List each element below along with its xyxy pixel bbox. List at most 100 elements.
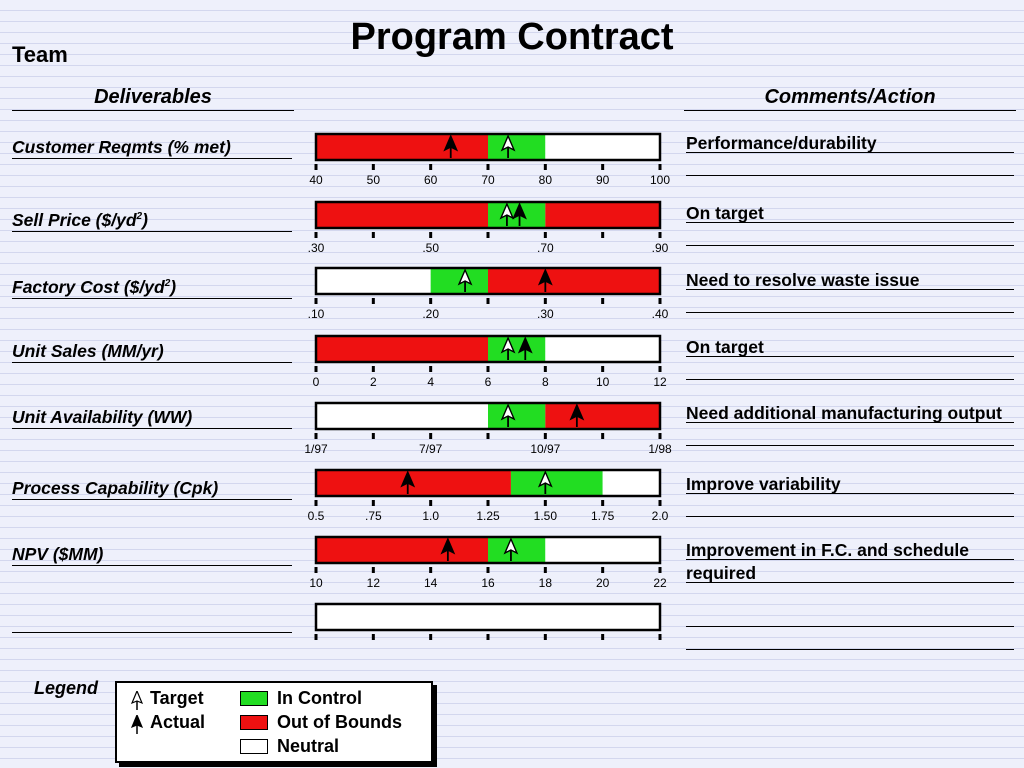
actual-arrow-icon (400, 470, 416, 494)
tick-label: 22 (653, 576, 667, 590)
tick-label: 90 (596, 173, 610, 187)
segment-in-control (488, 336, 546, 362)
comment-rule (686, 582, 1014, 583)
segment-out-of-bounds (545, 403, 660, 429)
comment-text: Performance/durability (686, 133, 877, 153)
comment-rule (686, 559, 1014, 560)
comment-rule (686, 626, 1014, 627)
segment-in-control (510, 470, 603, 496)
tick-label: 7/97 (419, 442, 443, 456)
target-arrow-icon (500, 336, 516, 360)
comment-rule (686, 445, 1014, 446)
legend-neutral: Neutral (277, 736, 340, 756)
comment-rule (686, 379, 1014, 380)
actual-arrow-icon (537, 268, 553, 292)
in-control-swatch (240, 691, 268, 706)
tick-label: .70 (537, 241, 554, 255)
legend: Target Actual In Control Out of Bounds N… (115, 681, 433, 763)
comment-rule (686, 422, 1014, 423)
comment-text: Need to resolve waste issue (686, 270, 920, 290)
tick-label: 12 (367, 576, 381, 590)
comment-rule (686, 175, 1014, 176)
actual-arrow-icon (440, 537, 456, 561)
tick-label: 50 (367, 173, 381, 187)
gauge-frame (314, 334, 662, 364)
tick-label: .20 (422, 307, 439, 321)
segment-out-of-bounds (488, 268, 660, 294)
target-arrow-icon (500, 403, 516, 427)
segment-neutral (316, 604, 660, 630)
target-arrow-icon (457, 268, 473, 292)
gauge-frame (314, 535, 662, 565)
legend-out-of-bounds: Out of Bounds (277, 712, 402, 732)
comment-rule (686, 516, 1014, 517)
tick-label: 10 (309, 576, 323, 590)
tick-label: 1/97 (304, 442, 328, 456)
gauge-row: 40 50 60 70 80 90 100 (309, 132, 670, 187)
neutral-swatch (240, 739, 268, 754)
tick-label: 16 (481, 576, 495, 590)
tick-label: 70 (481, 173, 495, 187)
tick-label: .90 (652, 241, 669, 255)
segment-neutral (602, 470, 660, 496)
tick-label: 1.0 (422, 509, 439, 523)
actual-arrow-icon (512, 202, 527, 226)
segment-out-of-bounds (316, 336, 488, 362)
gauge-frame (314, 200, 662, 230)
target-arrow-icon (499, 202, 515, 226)
tick-label: 2 (370, 375, 377, 389)
tick-label: .40 (652, 307, 669, 321)
segment-out-of-bounds (316, 537, 488, 563)
gauge-row: 0 2 4 6 8 10 12 (313, 334, 667, 389)
target-arrow-icon (131, 691, 143, 710)
gauge-row: 10 12 14 16 18 20 22 (309, 535, 667, 590)
tick-label: 18 (539, 576, 553, 590)
deliverable-label: Unit Availability (WW) (12, 406, 292, 429)
tick-label: .30 (308, 241, 325, 255)
tick-label: 1.50 (534, 509, 558, 523)
segment-neutral (545, 537, 660, 563)
deliverable-label: Process Capability (Cpk) (12, 477, 292, 500)
tick-label: .75 (365, 509, 382, 523)
tick-label: 8 (542, 375, 549, 389)
tick-label: 20 (596, 576, 610, 590)
gauge-frame (314, 468, 662, 498)
deliverable-label: Factory Cost ($/yd2) (12, 273, 292, 299)
gauge-frame (314, 132, 662, 162)
gauge-frame (314, 266, 662, 296)
out-of-bounds-swatch (240, 715, 268, 730)
page-title: Program Contract (350, 16, 674, 58)
tick-label: 60 (424, 173, 438, 187)
comment-text: Improvement in F.C. and schedule require… (686, 540, 969, 583)
tick-label: .50 (422, 241, 439, 255)
comment-rule (686, 493, 1014, 494)
tick-label: 1.25 (476, 509, 500, 523)
comment-rule (686, 289, 1014, 290)
tick-label: 10/97 (530, 442, 560, 456)
actual-arrow-icon (131, 715, 143, 734)
legend-in-control: In Control (277, 688, 362, 708)
deliverable-label: Customer Reqmts (% met) (12, 136, 292, 159)
tick-label: .10 (308, 307, 325, 321)
segment-in-control (488, 134, 546, 160)
tick-label: 1/98 (648, 442, 672, 456)
deliverable-label: Unit Sales (MM/yr) (12, 340, 292, 363)
tick-label: 40 (309, 173, 323, 187)
tick-label: 100 (650, 173, 670, 187)
segment-out-of-bounds (316, 134, 488, 160)
tick-label: 6 (485, 375, 492, 389)
comment-rule (686, 312, 1014, 313)
tick-label: 0 (313, 375, 320, 389)
target-arrow-icon (537, 470, 553, 494)
gauge-row: 0.5 .75 1.0 1.25 1.50 1.75 2.0 (308, 468, 669, 523)
target-arrow-icon (503, 537, 519, 561)
comment-text: Improve variability (686, 474, 841, 494)
comment-rule (686, 356, 1014, 357)
tick-label: 80 (539, 173, 553, 187)
tick-label: 0.5 (308, 509, 325, 523)
comment-rule (686, 245, 1014, 246)
comments-header: Comments/Action (684, 84, 1016, 111)
actual-arrow-icon (569, 403, 585, 427)
tick-label: 10 (596, 375, 610, 389)
comment-text: On target (686, 203, 764, 223)
